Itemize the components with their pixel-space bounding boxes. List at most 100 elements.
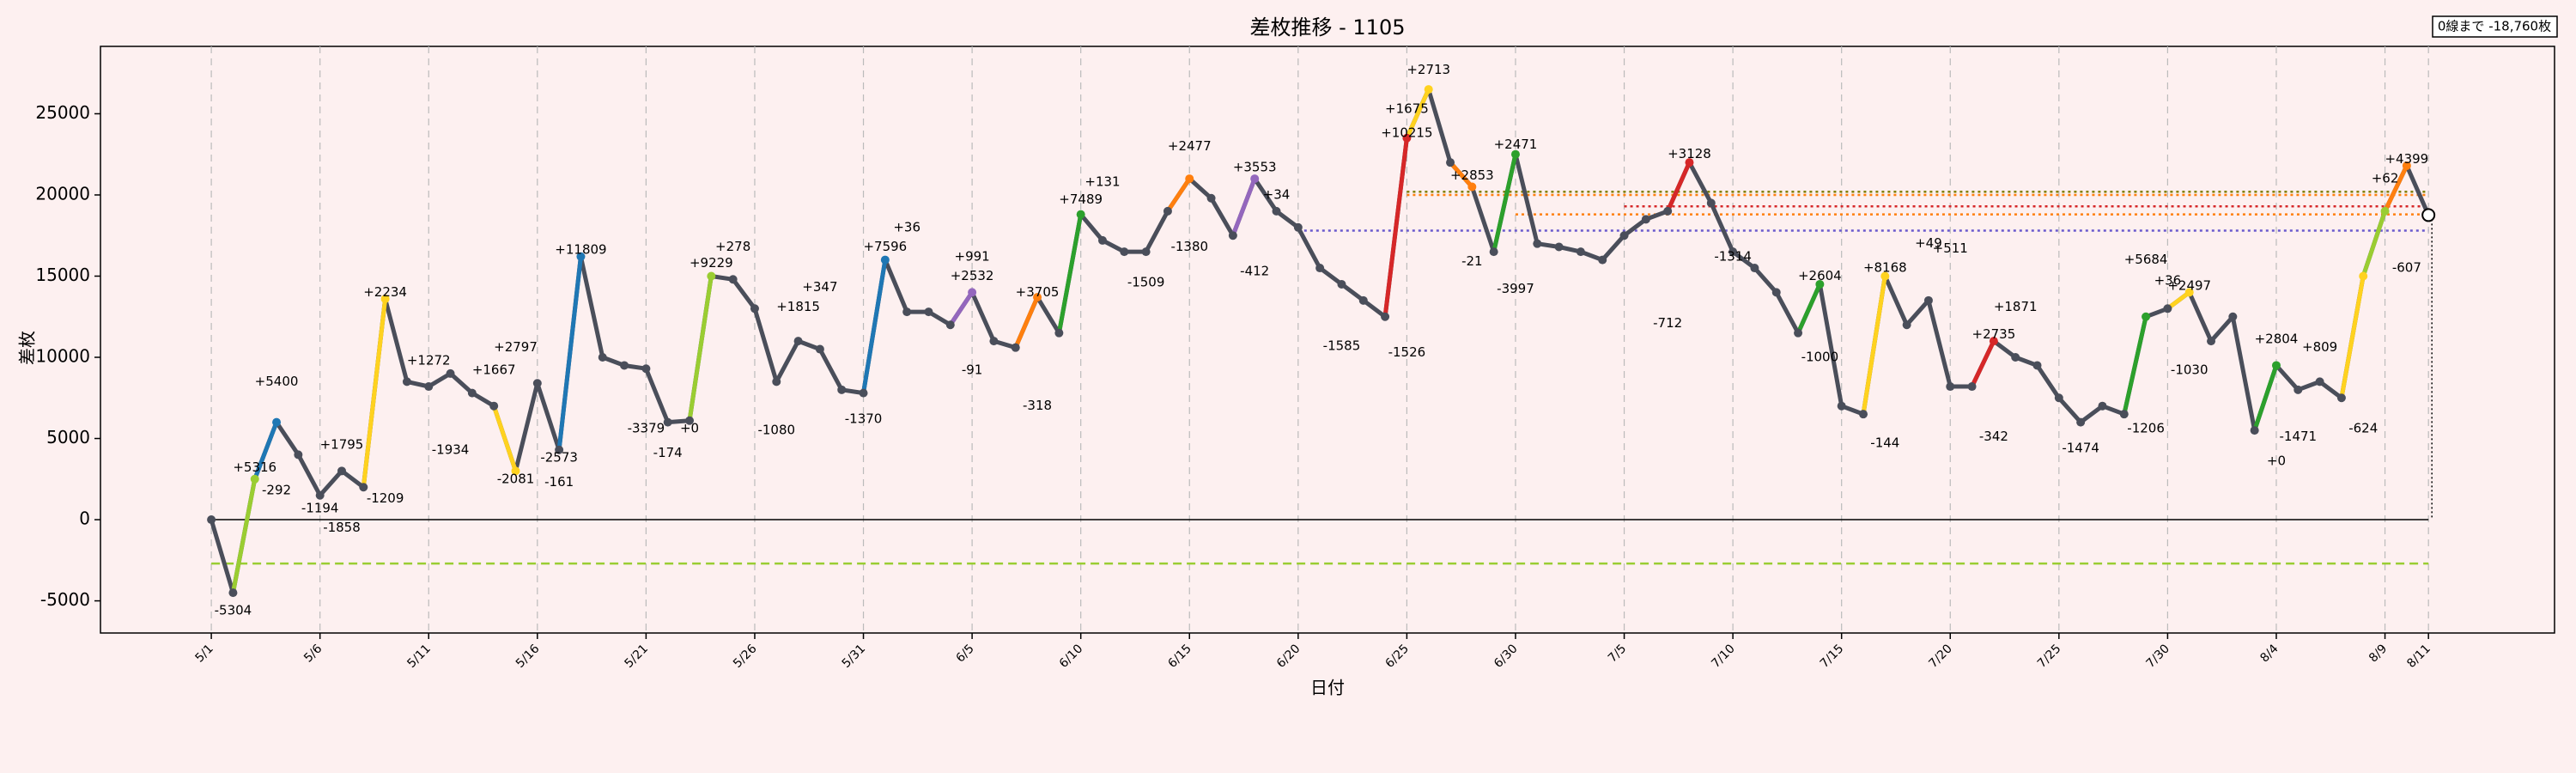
annotation: -1509 <box>1127 275 1165 290</box>
highlight-segment <box>1448 160 1474 190</box>
highlight-segment <box>1230 176 1257 238</box>
data-point <box>1685 158 1694 167</box>
data-point <box>837 385 847 394</box>
data-point <box>576 252 586 261</box>
annotation: -1209 <box>367 490 404 506</box>
annotation: -1194 <box>301 500 339 515</box>
annotation: -1314 <box>1714 248 1752 264</box>
annotation: -1030 <box>2171 362 2208 378</box>
data-point <box>1728 247 1738 257</box>
data-point <box>945 320 955 330</box>
data-point <box>1228 231 1237 240</box>
annotation: +0 <box>680 421 699 436</box>
data-point <box>1489 247 1498 257</box>
highlight-segment <box>230 477 258 595</box>
annotation: +2604 <box>1798 268 1842 283</box>
data-point <box>2380 206 2390 216</box>
annotation: -1380 <box>1170 239 1208 254</box>
data-point <box>1619 231 1629 240</box>
data-point <box>446 368 455 378</box>
annotation: -1471 <box>2279 429 2317 444</box>
annotation: -2081 <box>497 471 535 486</box>
annotation: -21 <box>1461 253 1483 269</box>
data-point <box>2271 361 2281 370</box>
data-point <box>1815 279 1825 289</box>
annotation: +1667 <box>472 362 516 378</box>
status-box <box>2432 15 2558 38</box>
data-point <box>707 271 716 281</box>
annotation: -1474 <box>2062 440 2099 455</box>
annotation: +7596 <box>863 239 907 254</box>
annotation: +2497 <box>2167 277 2211 293</box>
data-point <box>641 364 651 374</box>
annotation: -91 <box>962 362 983 378</box>
highlight-segment <box>1492 152 1518 254</box>
annotation: +131 <box>1084 173 1120 189</box>
data-point <box>1076 210 1085 219</box>
y-tick-label: 25000 <box>35 102 90 123</box>
data-point <box>250 474 259 484</box>
highlight-segment <box>2122 314 2148 417</box>
data-point <box>1598 255 1607 265</box>
data-point <box>2315 377 2324 386</box>
annotation: +36 <box>2154 273 2182 289</box>
data-point <box>2011 353 2020 362</box>
data-point <box>2032 361 2042 370</box>
annotation: +809 <box>2302 339 2337 355</box>
annotation: +2797 <box>494 339 538 355</box>
data-point <box>620 361 629 370</box>
data-point <box>1750 264 1759 273</box>
data-point <box>750 304 759 313</box>
data-point <box>663 417 672 427</box>
data-point <box>511 466 520 476</box>
annotation: +1675 <box>1385 100 1429 116</box>
annotation: +2713 <box>1406 62 1450 77</box>
annotation: +2735 <box>1972 326 2016 342</box>
data-point <box>1576 247 1585 257</box>
highlight-segment <box>1861 273 1887 417</box>
status-text: 0線まで -18,760枚 <box>2438 19 2551 34</box>
data-point <box>1185 174 1194 184</box>
annotation: +9229 <box>690 255 733 271</box>
data-point <box>337 466 346 476</box>
annotation: -342 <box>1979 429 2008 444</box>
highlight-segment <box>1404 87 1431 141</box>
data-point <box>1554 242 1564 252</box>
data-point <box>402 377 411 386</box>
data-point <box>772 377 781 386</box>
data-point <box>2402 161 2411 170</box>
annotation: +5316 <box>233 460 276 475</box>
annotation: +62 <box>2372 171 2399 186</box>
data-point <box>815 344 824 354</box>
highlight-segment <box>2383 163 2409 214</box>
data-point <box>2076 417 2086 427</box>
annotation: -2573 <box>540 450 578 466</box>
annotation: -1206 <box>2127 421 2165 436</box>
highlight-segment <box>2360 209 2388 278</box>
data-point <box>1533 239 1542 248</box>
annotation: -144 <box>1870 435 1899 451</box>
data-point <box>924 307 933 317</box>
annotation: +49 <box>1915 235 1942 251</box>
data-point <box>1402 133 1412 143</box>
data-point <box>1902 320 1911 330</box>
highlight-segment <box>1382 136 1409 320</box>
data-point <box>968 288 977 297</box>
data-point <box>2119 410 2129 419</box>
annotation: +1815 <box>776 299 820 314</box>
data-point <box>2421 208 2436 222</box>
data-point <box>2336 393 2346 403</box>
annotation: -5304 <box>215 602 252 618</box>
annotation: +3128 <box>1668 146 1711 161</box>
annotation: -161 <box>544 474 574 490</box>
y-tick-label: 0 <box>79 508 90 529</box>
annotation: +2471 <box>1494 137 1538 152</box>
annotation: +11809 <box>555 242 606 258</box>
highlight-segment <box>948 289 975 327</box>
annotation: +10215 <box>1381 125 1432 141</box>
data-point <box>793 337 803 346</box>
data-point <box>1293 222 1303 232</box>
data-point <box>1946 382 1955 392</box>
data-point <box>1880 271 1890 281</box>
